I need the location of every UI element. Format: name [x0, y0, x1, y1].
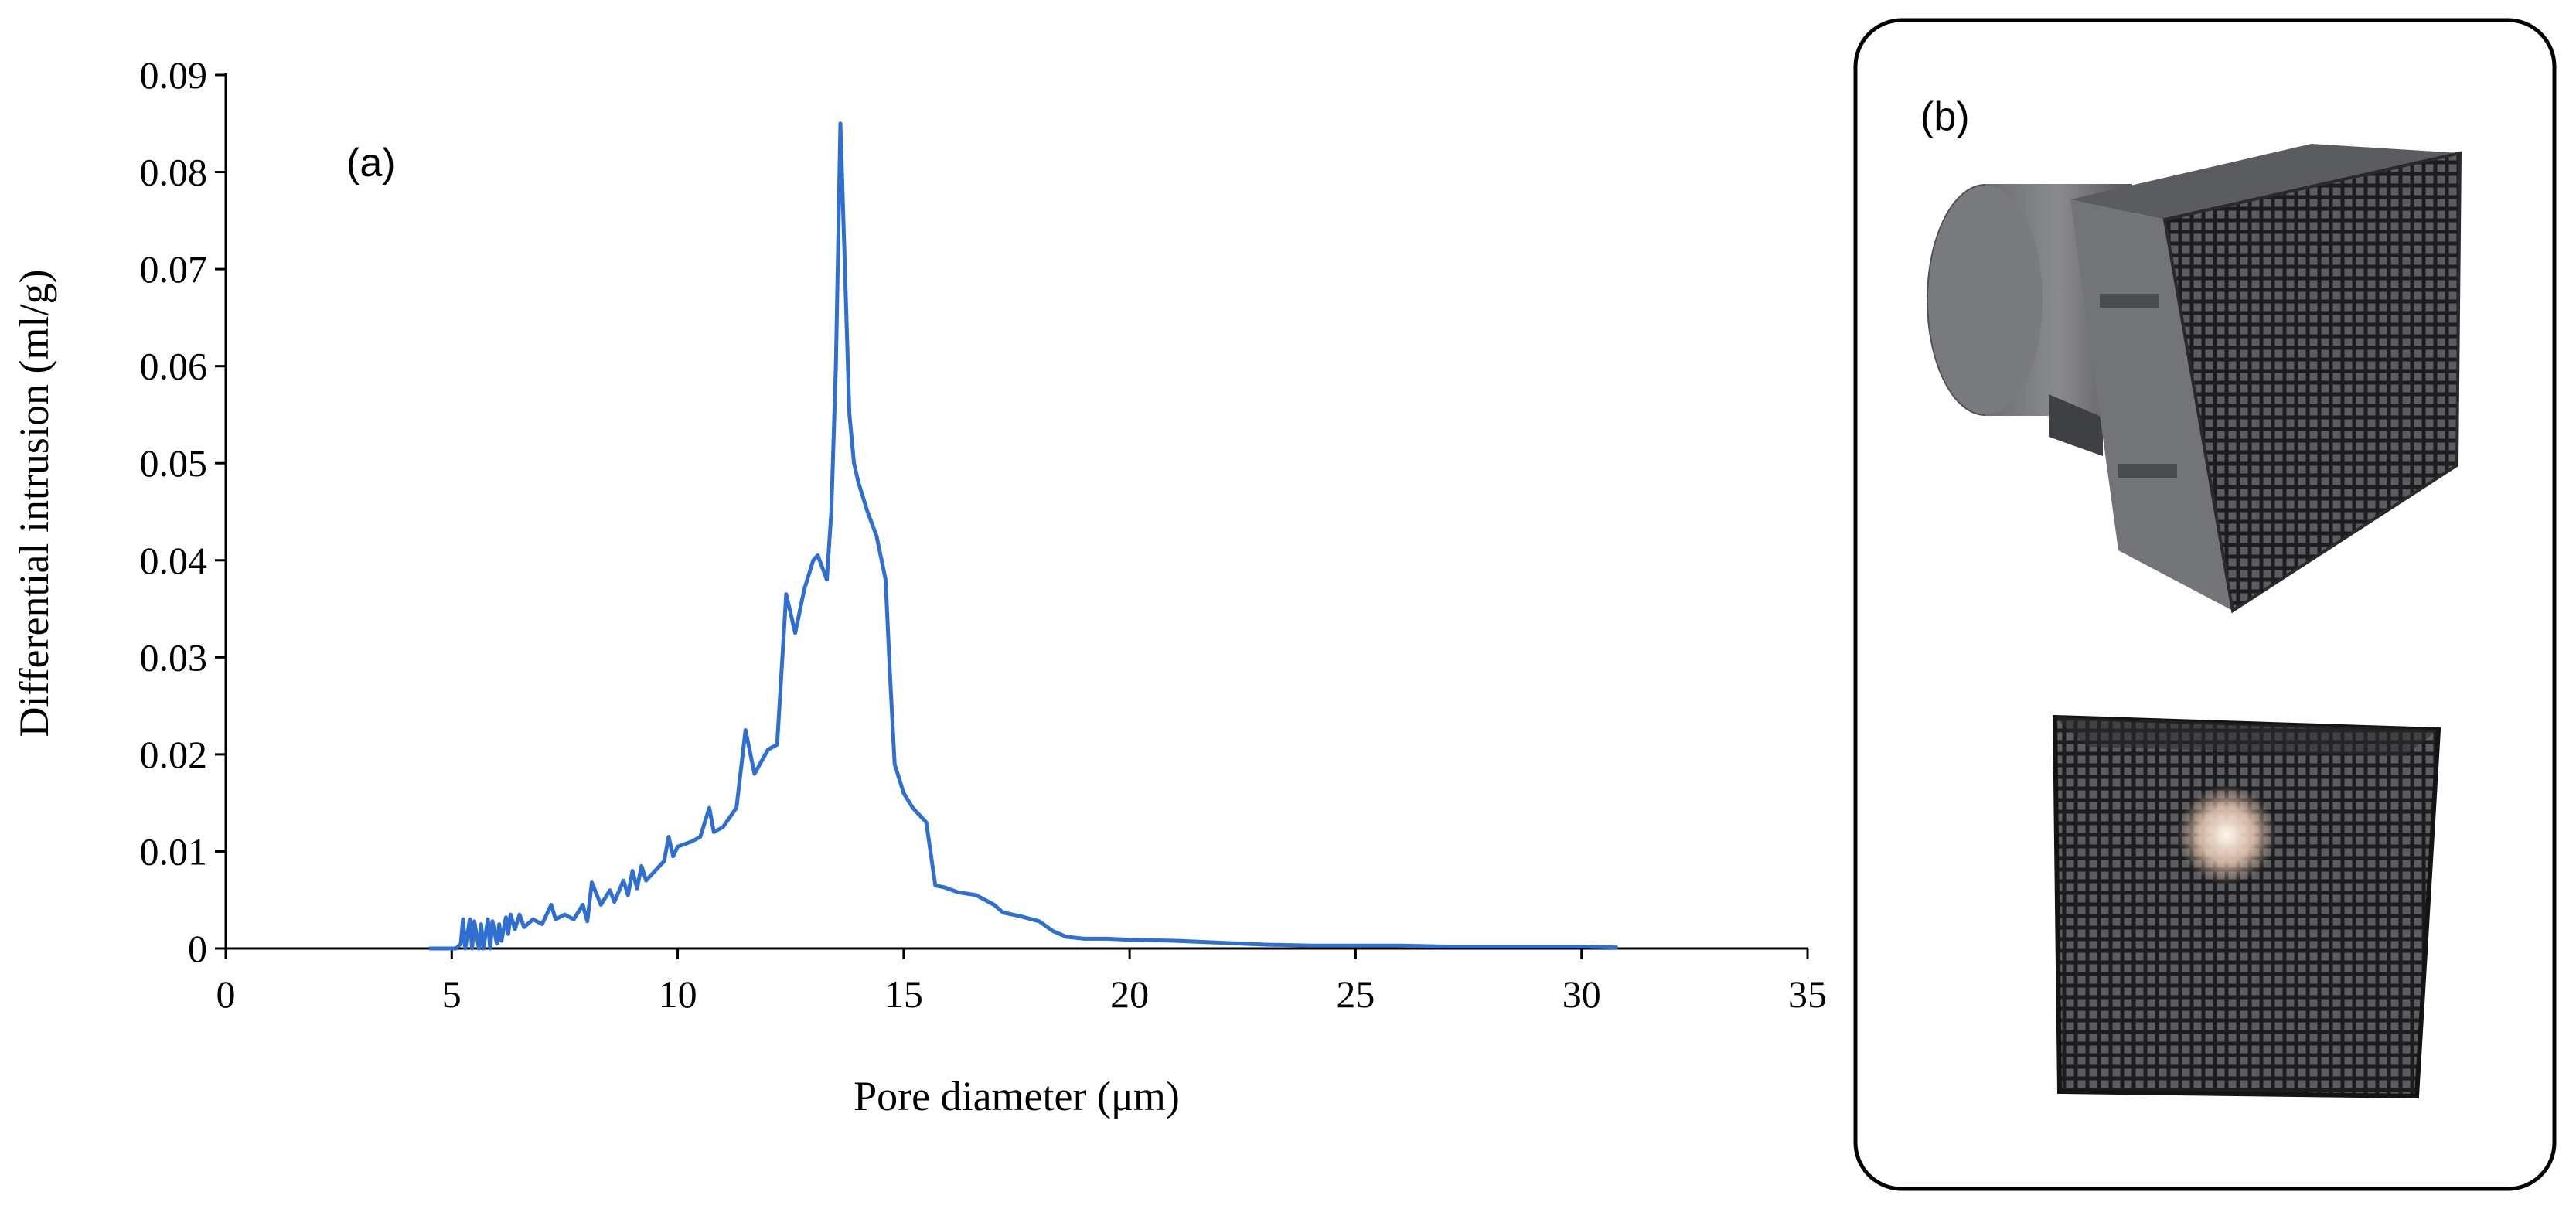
x-axis-title: Pore diameter (μm) [854, 1073, 1180, 1119]
x-tick-label: 35 [1788, 972, 1827, 1016]
honeycomb-front-photo [2052, 714, 2441, 1099]
y-tick-label: 0.05 [140, 441, 208, 485]
y-axis-title: Differential intrusion (ml/g) [11, 270, 57, 737]
y-tick-label: 0 [188, 927, 207, 970]
y-tick-label: 0.02 [140, 733, 208, 776]
x-tick-label: 5 [442, 972, 462, 1016]
series-line [429, 121, 1618, 951]
y-tick-label: 0.08 [140, 151, 208, 194]
y-tick-label: 0.03 [140, 635, 208, 679]
monolith-photo [1927, 144, 2462, 614]
y-axis-ticks: 0 0.01 0.02 0.03 0.04 0.05 0.06 0.07 0.08 0.09 [140, 53, 226, 970]
photo-panel: (b) [1853, 18, 2557, 1191]
y-tick-label: 0.01 [140, 829, 208, 873]
panel-b-label: (b) [1920, 94, 1970, 139]
y-tick-label: 0.04 [140, 539, 208, 582]
y-tick-label: 0.06 [140, 345, 208, 388]
x-tick-label: 30 [1562, 972, 1601, 1016]
x-tick-label: 15 [884, 972, 923, 1016]
x-tick-label: 10 [659, 972, 697, 1016]
x-tick-label: 20 [1110, 972, 1149, 1016]
y-tick-label: 0.09 [140, 53, 208, 97]
y-tick-label: 0.07 [140, 247, 208, 291]
x-tick-label: 25 [1336, 972, 1375, 1016]
pore-size-chart: (a) 0 0.01 0.02 0.03 0.04 0.05 0.06 0.07 0.08 0.0… [11, 53, 1827, 1119]
panel-a-label: (a) [346, 141, 396, 186]
x-tick-label: 0 [216, 972, 236, 1016]
x-axis-ticks: 0 5 10 15 20 25 30 35 [216, 948, 1827, 1016]
